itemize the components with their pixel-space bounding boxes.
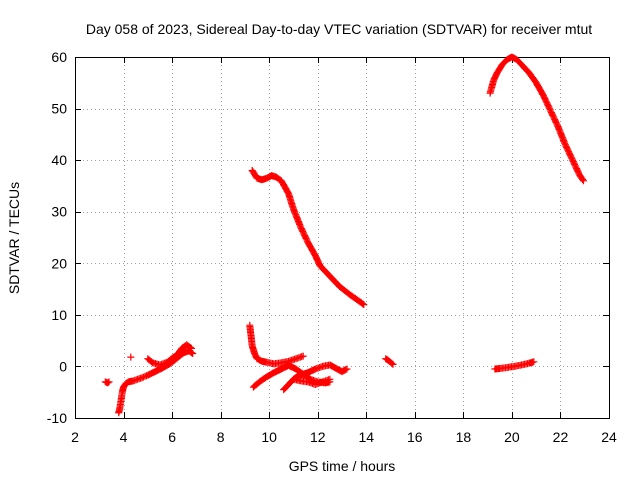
x-axis-label: GPS time / hours: [289, 458, 396, 474]
point-markers: [382, 355, 397, 368]
series-track-k-flat: [491, 358, 538, 373]
point-markers: [101, 378, 113, 387]
x-tick-label: 4: [120, 429, 128, 445]
x-tick-label: 16: [407, 429, 423, 445]
x-tick-labels: 2 4 6 8 10 12 14 16 18 20 22 24: [71, 429, 617, 445]
x-tick-label: 22: [553, 429, 569, 445]
plot-frame: [75, 57, 610, 419]
point-markers: [246, 321, 307, 368]
series-track-j-small: [382, 355, 397, 368]
series-track-f-cluster-1: [246, 321, 307, 368]
series-track-d-isolated: [127, 353, 135, 361]
x-tick-label: 18: [456, 429, 472, 445]
y-tick-labels: -10 0 10 20 30 40 50 60: [47, 49, 67, 426]
x-tick-label: 20: [504, 429, 520, 445]
x-tick-label: 8: [217, 429, 225, 445]
x-tick-label: 14: [358, 429, 374, 445]
y-tick-label: 60: [51, 49, 67, 65]
y-tick-label: -10: [47, 410, 67, 426]
x-tick-label: 24: [601, 429, 617, 445]
y-tick-label: 10: [51, 307, 67, 323]
point-markers: [290, 375, 334, 388]
x-tick-label: 12: [310, 429, 326, 445]
series-track-e-descent: [248, 167, 368, 308]
x-tick-label: 2: [71, 429, 79, 445]
point-markers: [115, 347, 197, 417]
x-tick-label: 10: [261, 429, 277, 445]
x-tick-label: 6: [168, 429, 176, 445]
y-tick-label: 40: [51, 152, 67, 168]
series-track-c-arc: [144, 341, 195, 369]
y-tick-label: 50: [51, 101, 67, 117]
series-track-b-small: [101, 378, 113, 387]
series-track-a-rise: [115, 347, 197, 417]
point-markers: [491, 358, 538, 373]
series-track-l-peak: [486, 53, 587, 185]
chart-title: Day 058 of 2023, Sidereal Day-to-day VTE…: [86, 21, 592, 37]
y-axis-label: SDTVAR / TECUs: [6, 182, 22, 294]
y-tick-label: 0: [59, 358, 67, 374]
point-markers: [248, 167, 368, 308]
y-tick-label: 30: [51, 204, 67, 220]
series-track-i-cluster-4: [290, 375, 334, 388]
point-markers: [486, 53, 587, 185]
y-tick-label: 20: [51, 255, 67, 271]
point-markers: [127, 353, 135, 361]
point-markers: [144, 341, 195, 369]
data-points: [101, 53, 587, 417]
